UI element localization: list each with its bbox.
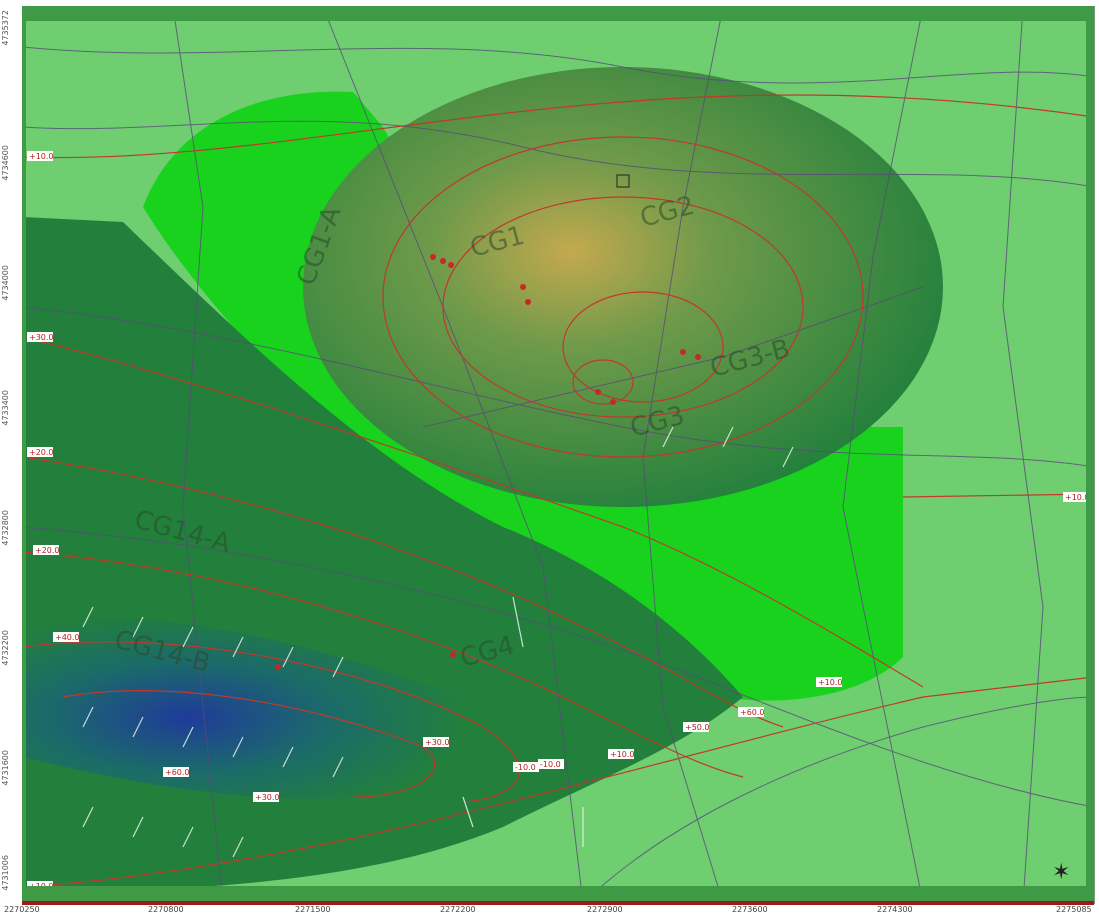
svg-text:+20.0: +20.0 [35,546,60,555]
contour-label: +10.0 [27,151,54,161]
y-axis-tick: 4734000 [1,265,10,301]
svg-text:-10.0: -10.0 [515,763,536,772]
map-frame: CG1 CG2 CG3 CG1-A CG3-B CG14-A CG14-B CG… [22,6,1095,904]
map-top-border [22,6,1094,21]
svg-text:+30.0: +30.0 [29,333,54,342]
y-axis-tick: 4731006 [1,855,10,891]
contour-label: +10.0 [608,749,635,759]
svg-text:+40.0: +40.0 [55,633,80,642]
svg-text:-10.0: -10.0 [540,760,561,769]
x-axis-tick: 2272200 [440,905,476,914]
y-axis-tick: 4731600 [1,750,10,786]
svg-text:+50.0: +50.0 [685,723,710,732]
y-axis-tick: 4734600 [1,145,10,181]
x-axis-tick: 2274300 [877,905,913,914]
x-axis-tick: 2270800 [148,905,184,914]
svg-text:+10.0: +10.0 [29,152,54,161]
contour-label: +10.0 [816,677,843,687]
contour-label: +30.0 [253,792,280,802]
svg-text:+20.0: +20.0 [29,448,54,457]
main-plume [303,67,943,507]
y-axis-tick: 4732200 [1,630,10,666]
contour-label: +10.0 [1063,492,1090,502]
contour-label: -10.0 [513,762,539,772]
x-axis-tick: 2272900 [587,905,623,914]
blue-core [23,617,491,799]
contour-label: +60.0 [163,767,190,777]
svg-text:+10.0: +10.0 [1065,493,1090,502]
contour-label: +30.0 [423,737,450,747]
svg-text:+10.0: +10.0 [818,678,843,687]
svg-text:+10.0: +10.0 [610,750,635,759]
svg-text:+60.0: +60.0 [740,708,765,717]
x-axis-tick: 2270250 [4,905,40,914]
svg-text:+30.0: +30.0 [255,793,280,802]
contour-label: +30.0 [27,332,54,342]
y-axis-tick: 4733400 [1,390,10,426]
north-arrow-icon: ✶ [1052,860,1071,885]
x-axis-tick: 2273600 [732,905,768,914]
map-bottom-border [22,886,1094,901]
y-axis-tick: 4735372 [1,10,10,46]
contour-label: +50.0 [683,722,710,732]
contour-label: +20.0 [33,545,60,555]
contour-label: +40.0 [53,632,80,642]
svg-text:+60.0: +60.0 [165,768,190,777]
x-axis-tick: 2275085 [1056,905,1092,914]
map-bottom-rule [22,901,1094,905]
contour-label: -10.0 [538,759,564,769]
contour-label: +60.0 [738,707,765,717]
map-left-border [22,6,26,902]
contour-label: +20.0 [27,447,54,457]
svg-text:+30.0: +30.0 [425,738,450,747]
y-axis-tick: 4732800 [1,510,10,546]
x-axis-tick: 2271500 [295,905,331,914]
map-right-border [1086,6,1094,902]
map-canvas[interactable]: CG1 CG2 CG3 CG1-A CG3-B CG14-A CG14-B CG… [23,7,1094,903]
